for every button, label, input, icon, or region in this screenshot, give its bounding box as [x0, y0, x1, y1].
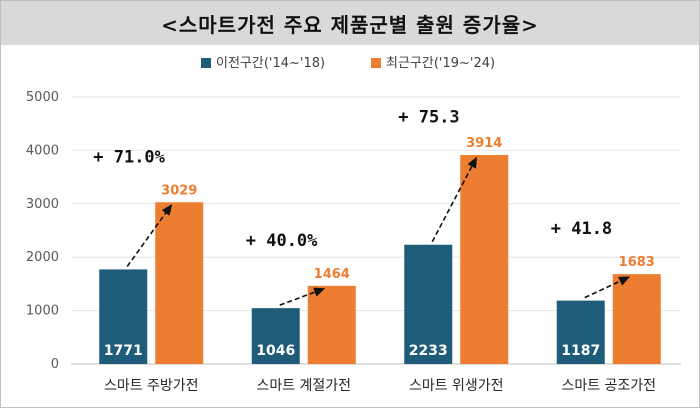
data-labels: 1771 3029 + 71.0% 1046 1464 + 40.0% 2233 3914 + …	[93, 107, 655, 359]
bar-previous-period	[556, 300, 605, 364]
legend: 이전구간('14~'18) 최근구간('19~'24)	[201, 56, 495, 71]
legend-label-recent: 최근구간('19~'24)	[386, 56, 495, 71]
legend-label-previous: 이전구간('14~'18)	[216, 56, 325, 71]
growth-rate-label: + 41.8	[551, 219, 612, 239]
x-axis: 스마트 주방가전 스마트 계절가전 스마트 위생가전 스마트 공조가전	[104, 378, 656, 394]
growth-arrows	[126, 156, 631, 306]
y-tick-label: 2000	[26, 250, 59, 265]
data-label-previous: 1771	[104, 343, 143, 359]
bar-recent-period	[612, 274, 661, 364]
x-category-label: 스마트 공조가전	[561, 378, 656, 394]
chart-title: <스마트가전 주요 제품군별 출원 증가율>	[1, 1, 699, 45]
x-category-label: 스마트 위생가전	[409, 378, 504, 394]
legend-swatch-recent	[371, 58, 381, 68]
y-tick-label: 0	[51, 357, 59, 372]
growth-arrow	[126, 203, 173, 267]
growth-rate-label: + 71.0%	[93, 147, 165, 167]
data-label-previous: 1187	[561, 343, 600, 359]
bar-recent-period	[155, 202, 204, 364]
y-tick-label: 5000	[26, 90, 59, 105]
bar-previous-period	[251, 308, 300, 364]
y-tick-label: 1000	[26, 304, 59, 319]
bar-recent-period	[460, 154, 509, 364]
data-label-recent: 3029	[161, 183, 197, 198]
bar-previous-period	[99, 269, 148, 364]
bar-recent-period	[307, 285, 356, 364]
data-label-recent: 1464	[314, 267, 350, 282]
legend-swatch-previous	[201, 58, 211, 68]
bar-chart: 0 1000 2000 3000 4000 5000 1771 3029 + 71.0% 104…	[26, 56, 681, 394]
y-tick-label: 4000	[26, 143, 59, 158]
data-label-previous: 2233	[409, 343, 448, 359]
growth-arrow	[584, 276, 631, 299]
x-category-label: 스마트 계절가전	[256, 378, 351, 394]
x-category-label: 스마트 주방가전	[104, 378, 199, 394]
y-axis: 0 1000 2000 3000 4000 5000	[26, 90, 59, 372]
bars	[99, 154, 661, 364]
growth-rate-label: + 75.3	[398, 107, 459, 127]
y-tick-label: 3000	[26, 197, 59, 212]
data-label-recent: 1683	[619, 255, 655, 270]
data-label-previous: 1046	[256, 343, 295, 359]
bar-previous-period	[404, 244, 453, 364]
data-label-recent: 3914	[466, 136, 502, 151]
growth-rate-label: + 40.0%	[246, 231, 318, 251]
